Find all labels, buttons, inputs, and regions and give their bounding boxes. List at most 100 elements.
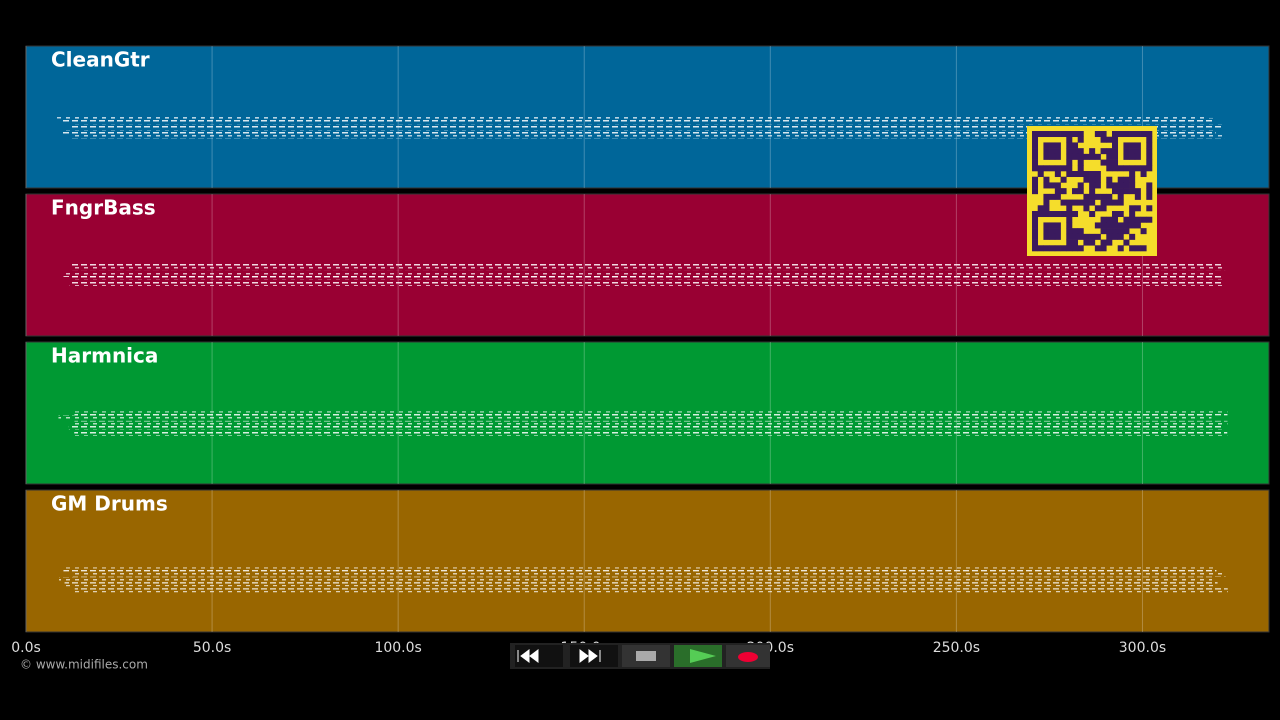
note-band xyxy=(56,115,1210,120)
note-band xyxy=(64,582,1218,587)
qr-module xyxy=(1049,182,1056,189)
qr-module xyxy=(1134,222,1141,229)
qr-module xyxy=(1083,171,1090,178)
qr-module xyxy=(1054,142,1061,149)
qr-module xyxy=(1140,245,1147,252)
qr-module xyxy=(1060,188,1067,195)
note-band xyxy=(58,415,1212,420)
qr-module xyxy=(1106,182,1113,189)
qr-module xyxy=(1146,153,1153,160)
qr-module xyxy=(1049,165,1056,172)
qr-module xyxy=(1066,233,1073,240)
qr-module xyxy=(1037,171,1044,178)
note-band xyxy=(69,262,1223,267)
qr-module xyxy=(1049,153,1056,160)
qr-module xyxy=(1146,142,1153,149)
qr-module xyxy=(1106,153,1113,160)
qr-module xyxy=(1054,188,1061,195)
play-button[interactable] xyxy=(674,645,722,667)
qr-module xyxy=(1032,239,1039,246)
qr-module xyxy=(1089,239,1096,246)
qr-module xyxy=(1054,165,1061,172)
fast-forward-button[interactable] xyxy=(570,645,618,667)
qr-module xyxy=(1049,148,1056,155)
qr-module xyxy=(1123,182,1130,189)
qr-module xyxy=(1060,131,1067,138)
qr-module xyxy=(1049,193,1056,200)
qr-module xyxy=(1106,159,1113,166)
qr-module xyxy=(1129,188,1136,195)
qr-module xyxy=(1123,176,1130,183)
qr-module xyxy=(1123,188,1130,195)
x-tick-label: 0.0s xyxy=(11,640,41,656)
qr-module xyxy=(1123,153,1130,160)
qr-code xyxy=(1027,126,1157,256)
qr-module xyxy=(1077,165,1084,172)
note-band xyxy=(74,588,1228,593)
qr-module xyxy=(1032,233,1039,240)
qr-module xyxy=(1100,193,1107,200)
qr-module xyxy=(1032,153,1039,160)
qr-module xyxy=(1112,182,1119,189)
qr-module xyxy=(1129,211,1136,218)
rewind-button[interactable] xyxy=(515,645,563,667)
x-tick-label: 50.0s xyxy=(193,640,231,656)
qr-module xyxy=(1112,148,1119,155)
stop-button[interactable] xyxy=(622,645,670,667)
qr-module xyxy=(1054,193,1061,200)
qr-module xyxy=(1106,136,1113,143)
qr-module xyxy=(1043,228,1050,235)
qr-module xyxy=(1037,245,1044,252)
qr-module xyxy=(1129,148,1136,155)
qr-module xyxy=(1032,216,1039,223)
qr-module xyxy=(1146,136,1153,143)
qr-module xyxy=(1112,199,1119,206)
qr-module xyxy=(1117,199,1124,206)
qr-module xyxy=(1083,239,1090,246)
qr-module xyxy=(1049,142,1056,149)
note-band xyxy=(74,420,1228,425)
qr-module xyxy=(1054,131,1061,138)
qr-module xyxy=(1134,188,1141,195)
qr-module xyxy=(1094,193,1101,200)
qr-module xyxy=(1117,193,1124,200)
qr-module xyxy=(1083,153,1090,160)
qr-module xyxy=(1043,148,1050,155)
qr-module xyxy=(1043,176,1050,183)
qr-module xyxy=(1032,245,1039,252)
qr-module xyxy=(1089,171,1096,178)
qr-module xyxy=(1060,211,1067,218)
note-band xyxy=(74,411,1228,416)
qr-module xyxy=(1134,131,1141,138)
qr-module xyxy=(1077,136,1084,143)
qr-module xyxy=(1043,193,1050,200)
qr-module xyxy=(1077,228,1084,235)
qr-module xyxy=(1077,233,1084,240)
qr-module xyxy=(1112,188,1119,195)
qr-module xyxy=(1100,199,1107,206)
qr-module xyxy=(1043,199,1050,206)
qr-module xyxy=(1083,199,1090,206)
note-band xyxy=(59,577,1213,582)
qr-module xyxy=(1089,211,1096,218)
qr-module xyxy=(1043,131,1050,138)
qr-module xyxy=(1106,239,1113,246)
qr-module xyxy=(1106,199,1113,206)
qr-module xyxy=(1146,165,1153,172)
qr-module xyxy=(1066,199,1073,206)
note-band xyxy=(72,572,1226,577)
qr-module xyxy=(1134,153,1141,160)
qr-module xyxy=(1072,245,1079,252)
qr-module xyxy=(1054,153,1061,160)
note-band xyxy=(70,124,1224,129)
qr-module xyxy=(1106,233,1113,240)
qr-module xyxy=(1032,159,1039,166)
record-button[interactable] xyxy=(726,645,770,667)
qr-module xyxy=(1066,148,1073,155)
qr-module xyxy=(1060,245,1067,252)
qr-module xyxy=(1123,228,1130,235)
qr-module xyxy=(1043,142,1050,149)
qr-module xyxy=(1146,159,1153,166)
qr-module xyxy=(1066,239,1073,246)
qr-module xyxy=(1072,142,1079,149)
